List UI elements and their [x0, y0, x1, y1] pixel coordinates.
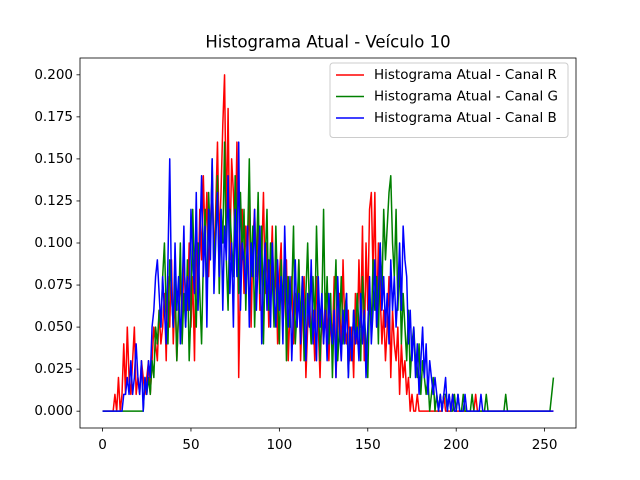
y-tick-label: 0.175 — [34, 109, 73, 125]
plot-frame — [79, 57, 577, 429]
legend-label: Histograma Atual - Canal B — [374, 110, 557, 126]
y-tick-label: 0.025 — [34, 361, 73, 377]
y-tick-label: 0.050 — [34, 319, 73, 335]
line-series — [102, 141, 554, 412]
x-tick-label: 0 — [98, 437, 107, 453]
x-tick-label: 200 — [443, 437, 469, 453]
y-tick-label: 0.075 — [34, 277, 73, 293]
y-tick-label: 0.100 — [34, 235, 73, 251]
y-tick-label: 0.000 — [34, 403, 73, 419]
y-tick-label: 0.125 — [34, 193, 73, 209]
x-tick-label: 100 — [266, 437, 292, 453]
y-tick-label: 0.200 — [34, 67, 73, 83]
legend-label: Histograma Atual - Canal G — [374, 89, 558, 105]
x-tick-label: 150 — [355, 437, 381, 453]
x-tick-label: 50 — [182, 437, 199, 453]
chart-title: Histograma Atual - Veículo 10 — [205, 33, 450, 52]
legend-box — [329, 62, 569, 138]
x-tick-label: 250 — [532, 437, 558, 453]
y-tick-label: 0.150 — [34, 151, 73, 167]
legend-label: Histograma Atual - Canal R — [374, 67, 557, 83]
